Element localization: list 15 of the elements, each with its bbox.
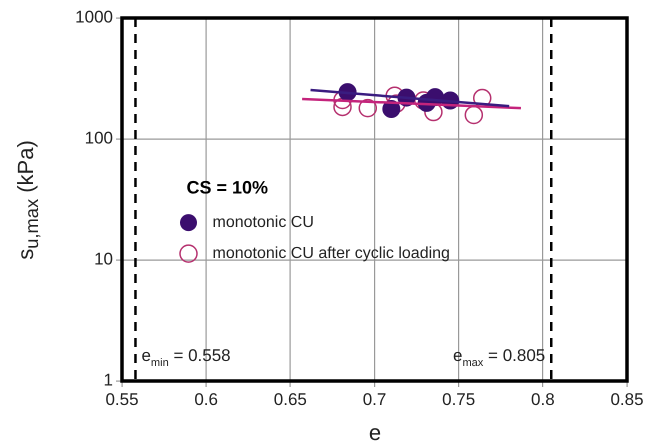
x-tick-label: 0.6 [194,390,218,409]
x-tick-label: 0.75 [442,390,476,409]
x-tick-label: 0.7 [362,390,386,409]
x-tick-label: 0.85 [610,390,644,409]
x-axis-title: e [368,420,382,446]
y-tick-label: 10 [94,250,113,269]
legend-label: monotonic CU [212,214,314,232]
legend-title: CS = 10% [186,178,268,198]
x-tick-label: 0.55 [105,390,139,409]
x-tick-label: 0.65 [274,390,307,409]
y-tick-label: 1 [104,370,113,390]
legend-label: monotonic CU after cyclic loading [212,245,450,262]
y-tick-label: 100 [84,128,113,148]
y-tick-label: 1000 [75,8,113,27]
x-tick-label: 0.8 [531,390,555,409]
